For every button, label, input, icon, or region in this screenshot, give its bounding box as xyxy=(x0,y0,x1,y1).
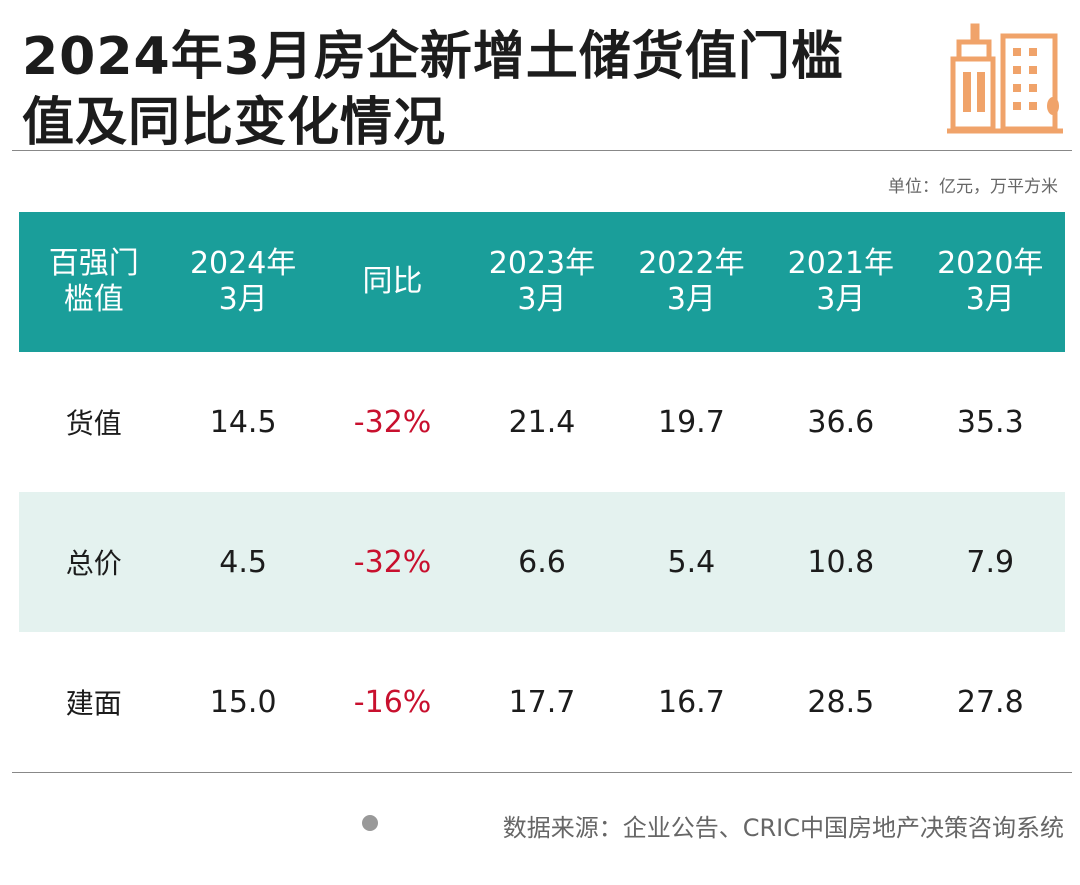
building-icon xyxy=(947,23,1063,134)
unit-note: 单位：亿元，万平方米 xyxy=(888,177,1058,197)
header-text: 3月 xyxy=(666,282,716,317)
bullet xyxy=(362,815,378,831)
divider xyxy=(12,772,1072,773)
table-row: 总价 4.5 -32% 6.6 5.4 10.8 7.9 xyxy=(19,492,1065,632)
header-text: 2022年 xyxy=(638,246,745,281)
table-cell: 7.9 xyxy=(915,492,1065,632)
source: 数据来源：企业公告、CRIC中国房地产决策咨询系统 xyxy=(502,814,1064,842)
header-text: 2023年 xyxy=(488,246,596,281)
table-cell: -32% xyxy=(353,404,432,440)
table-cell: -32% xyxy=(317,492,468,632)
table-cell: 28.5 xyxy=(807,684,875,720)
title-line: 值及同比变化情况 xyxy=(22,93,447,153)
table-row: 建面 15.0 -16% 17.7 16.7 28.5 27.8 xyxy=(19,632,1065,772)
table-cell: 4.5 xyxy=(168,492,318,632)
header-cell: 百强门 槛值 xyxy=(19,212,169,352)
table-cell: 16.7 xyxy=(658,684,725,720)
divider xyxy=(12,150,1072,151)
header-text: 3月 xyxy=(816,282,866,317)
header-cell: 2024年 3月 xyxy=(168,212,318,352)
header-text: 2020年 xyxy=(937,246,1044,281)
header-cell: 2020年 3月 xyxy=(915,212,1065,352)
table-cell: 19.7 xyxy=(658,404,725,440)
header-cell: 2021年 3月 xyxy=(766,212,916,352)
header-text: 3月 xyxy=(218,282,268,317)
table-cell: 5.4 xyxy=(616,492,767,632)
header-text: 3月 xyxy=(517,282,567,317)
table-cell: 6.6 xyxy=(467,492,617,632)
table-cell: 17.7 xyxy=(508,684,576,720)
table-cell: 21.4 xyxy=(508,404,576,440)
table-cell: 建面 xyxy=(65,687,122,720)
table-cell: 货值 xyxy=(65,407,122,440)
header-cell: 2022年 3月 xyxy=(616,212,767,352)
table-cell: 总价 xyxy=(19,492,169,632)
table-cell: 10.8 xyxy=(766,492,916,632)
header-text: 槛值 xyxy=(63,282,124,317)
table-cell: 15.0 xyxy=(209,684,277,720)
header-row: 百强门 槛值 2024年 3月 同比 2023年 3月 2022年 3月 2021年 3月 2020年… xyxy=(19,212,1065,352)
header-cell: 同比 xyxy=(317,212,468,352)
header-text: 2024年 xyxy=(189,246,297,281)
header-text: 2021年 xyxy=(787,246,894,281)
table-cell: 27.8 xyxy=(956,684,1024,720)
title-line: 2024年3月房企新增土储货值门槛 xyxy=(22,27,844,87)
header-cell: 2023年 3月 xyxy=(467,212,617,352)
header-text: 同比 xyxy=(362,264,423,299)
table-cell: -16% xyxy=(353,684,432,720)
data-table: 百强门 槛值 2024年 3月 同比 2023年 3月 2022年 3月 2021年 3月 2020年… xyxy=(19,212,1065,772)
table-cell: 14.5 xyxy=(209,404,277,440)
header-text: 3月 xyxy=(965,282,1015,317)
table-row: 货值 14.5 -32% 21.4 19.7 36.6 35.3 xyxy=(19,352,1065,492)
table-cell: 36.6 xyxy=(807,404,875,440)
header-text: 百强门 xyxy=(48,246,139,281)
table-cell: 35.3 xyxy=(956,404,1024,440)
